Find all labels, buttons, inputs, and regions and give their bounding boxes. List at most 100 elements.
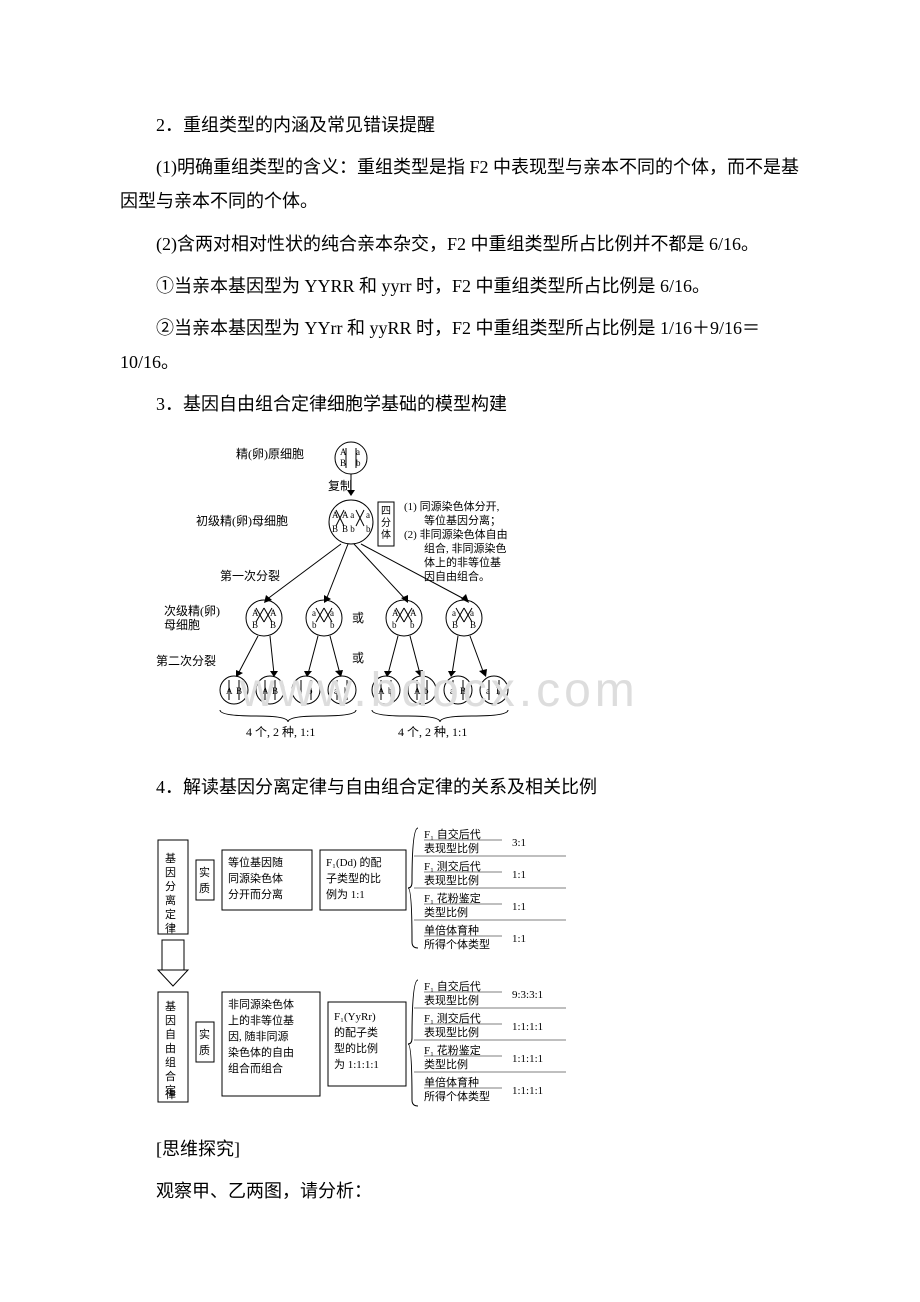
svg-text:F₁ 自交后代: F₁ 自交后代: [424, 827, 481, 841]
label-primary: 初级精(卵)母细胞: [196, 514, 288, 528]
svg-text:b: b: [356, 458, 361, 468]
svg-text:1:1: 1:1: [512, 869, 526, 881]
svg-text:表现型比例: 表现型比例: [424, 1025, 479, 1039]
svg-text:或: 或: [352, 611, 364, 625]
svg-text:分: 分: [165, 880, 176, 893]
svg-text:组合, 非同源染色: 组合, 非同源染色: [424, 541, 507, 555]
svg-text:表现型比例: 表现型比例: [424, 841, 479, 855]
svg-text:染色体的自由: 染色体的自由: [228, 1045, 294, 1059]
paragraph: ②当亲本基因型为 YYrr 和 yyRR 时，F2 中重组类型所占比例是 1/1…: [120, 311, 800, 379]
svg-text:单倍体育种: 单倍体育种: [424, 923, 479, 937]
paragraph: ①当亲本基因型为 YYRR 和 yyrr 时，F2 中重组类型所占比例是 6/1…: [120, 269, 800, 303]
label-div1: 第一次分裂: [220, 569, 280, 583]
svg-text:分: 分: [381, 517, 391, 529]
svg-text:等位基因随: 等位基因随: [228, 855, 283, 869]
svg-text:母细胞: 母细胞: [164, 618, 200, 632]
paragraph: (1)明确重组类型的含义：重组类型是指 F2 中表现型与亲本不同的个体，而不是基…: [120, 150, 800, 218]
svg-text:分开而分离: 分开而分离: [228, 887, 283, 901]
svg-text:A a: A a: [342, 510, 354, 520]
svg-text:实: 实: [199, 1027, 210, 1041]
svg-text:3:1: 3:1: [512, 837, 526, 849]
svg-text:B: B: [470, 620, 476, 630]
heading-think: [思维探究]: [120, 1132, 800, 1166]
svg-text:a: a: [356, 447, 360, 457]
svg-text:定: 定: [165, 907, 176, 921]
svg-text:单倍体育种: 单倍体育种: [424, 1075, 479, 1089]
svg-text:1:1: 1:1: [512, 933, 526, 945]
label-secondary-a: 次级精(卵): [164, 604, 220, 618]
svg-text:a: a: [452, 608, 456, 618]
svg-text:为 1:1:1:1: 为 1:1:1:1: [334, 1058, 379, 1071]
paragraph: (2)含两对相对性状的纯合亲本杂交，F2 中重组类型所占比例并不都是 6/16。: [120, 227, 800, 261]
svg-text:子类型的比: 子类型的比: [326, 871, 381, 885]
svg-text:B: B: [452, 620, 458, 630]
label-note1-a: (1) 同源染色体分开,: [404, 499, 500, 513]
svg-text:F₁ 自交后代: F₁ 自交后代: [424, 979, 481, 993]
svg-text:或: 或: [352, 651, 364, 665]
svg-text:质: 质: [199, 1044, 210, 1057]
svg-text:b: b: [410, 620, 415, 630]
svg-text:a: a: [366, 510, 370, 520]
svg-text:非同源染色体: 非同源染色体: [228, 997, 294, 1011]
svg-text:F₁(Dd) 的配: F₁(Dd) 的配: [326, 855, 381, 869]
svg-text:类型比例: 类型比例: [424, 905, 468, 919]
svg-text:表现型比例: 表现型比例: [424, 873, 479, 887]
svg-text:B: B: [332, 524, 338, 534]
svg-text:F₁ 测交后代: F₁ 测交后代: [424, 859, 481, 873]
document-page: 2．重组类型的内涵及常见错误提醒 (1)明确重组类型的含义：重组类型是指 F2 …: [0, 0, 920, 1276]
relationship-svg: 基因分离定律 基因自由组合定 律 实质 实质 等位基因随 同源染色体 分开而分离…: [156, 822, 636, 1122]
svg-text:组合而组合: 组合而组合: [228, 1061, 283, 1075]
svg-text:例为 1:1: 例为 1:1: [326, 887, 365, 901]
svg-text:律: 律: [165, 1088, 176, 1101]
label-fuzhi: 复制: [328, 479, 352, 493]
svg-text:基: 基: [165, 852, 176, 865]
svg-text:质: 质: [199, 882, 210, 895]
meiosis-svg: 精(卵)原细胞 Aa Bb 复制 初级精(卵)母细胞 A A a a B B b b: [156, 440, 676, 760]
svg-text:B: B: [340, 458, 346, 468]
svg-text:型的比例: 型的比例: [334, 1041, 378, 1055]
svg-text:因自由组合。: 因自由组合。: [424, 569, 490, 583]
svg-text:律: 律: [165, 922, 176, 935]
svg-text:同源染色体: 同源染色体: [228, 871, 283, 885]
heading-4: 4．解读基因分离定律与自由组合定律的关系及相关比例: [120, 770, 800, 804]
svg-text:b: b: [330, 620, 335, 630]
svg-text:1:1: 1:1: [512, 901, 526, 913]
svg-text:组: 组: [165, 1055, 176, 1069]
svg-text:上的非等位基: 上的非等位基: [228, 1013, 294, 1027]
svg-text:的配子类: 的配子类: [334, 1025, 378, 1039]
figure-relationship: 基因分离定律 基因自由组合定 律 实质 实质 等位基因随 同源染色体 分开而分离…: [120, 822, 800, 1122]
svg-text:A: A: [392, 608, 399, 618]
svg-text:A: A: [252, 608, 259, 618]
svg-text:B: B: [252, 620, 258, 630]
svg-text:B: B: [270, 620, 276, 630]
label-bottom-left: 4 个, 2 种, 1:1: [246, 725, 315, 739]
svg-text:1:1:1:1: 1:1:1:1: [512, 1021, 543, 1033]
svg-text:1:1:1:1: 1:1:1:1: [512, 1085, 543, 1097]
svg-text:F₁ 测交后代: F₁ 测交后代: [424, 1011, 481, 1025]
svg-text:表现型比例: 表现型比例: [424, 993, 479, 1007]
paragraph-observe: 观察甲、乙两图，请分析：: [120, 1174, 800, 1208]
label-bottom-right: 4 个, 2 种, 1:1: [398, 725, 467, 739]
svg-text:(2) 非同源染色体自由: (2) 非同源染色体自由: [404, 527, 508, 541]
svg-text:等位基因分离；: 等位基因分离；: [424, 513, 501, 527]
svg-text:a: a: [312, 608, 316, 618]
svg-text:所得个体类型: 所得个体类型: [424, 937, 490, 951]
figure-meiosis-model: www.bdocx.com 精(卵)原细胞 Aa Bb 复制 初级精(卵)母细胞…: [120, 440, 800, 760]
svg-text:9:3:3:1: 9:3:3:1: [512, 989, 543, 1001]
svg-text:因: 因: [165, 1014, 176, 1027]
svg-text:1:1:1:1: 1:1:1:1: [512, 1053, 543, 1065]
svg-text:离: 离: [165, 893, 176, 907]
svg-text:四: 四: [381, 506, 391, 517]
svg-text:体: 体: [381, 529, 391, 541]
label-primordial: 精(卵)原细胞: [236, 447, 304, 461]
svg-text:b: b: [366, 524, 371, 534]
svg-text:基: 基: [165, 1000, 176, 1013]
svg-text:实: 实: [199, 865, 210, 879]
svg-text:由: 由: [165, 1041, 176, 1055]
label-div2: 第二次分裂: [156, 654, 216, 668]
svg-text:因: 因: [165, 866, 176, 879]
svg-text:自: 自: [165, 1028, 176, 1041]
svg-text:类型比例: 类型比例: [424, 1057, 468, 1071]
svg-text:F₁ 花粉鉴定: F₁ 花粉鉴定: [424, 1043, 481, 1057]
heading-3: 3．基因自由组合定律细胞学基础的模型构建: [120, 387, 800, 421]
